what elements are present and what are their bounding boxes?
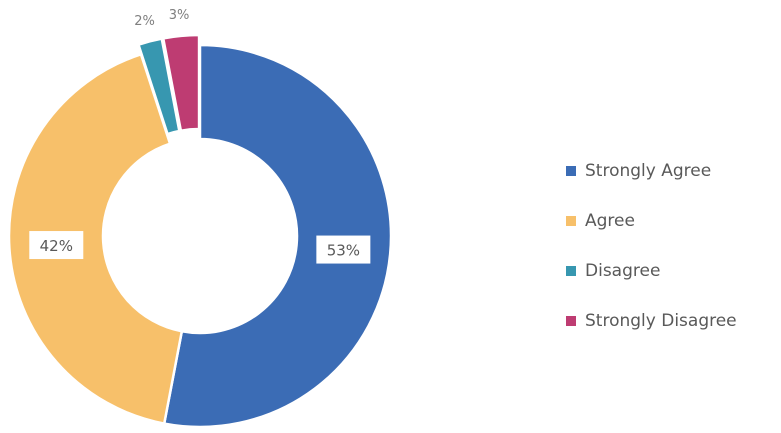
data-label-text: 42%	[40, 237, 73, 255]
legend-item-agree: Agree	[566, 196, 778, 246]
legend-swatch-agree	[566, 216, 576, 226]
data-label-strongly-agree: 53%	[316, 235, 371, 264]
chart-legend: Strongly Agree Agree Disagree Strongly D…	[566, 146, 778, 346]
legend-item-strongly-disagree: Strongly Disagree	[566, 296, 778, 346]
slice-agree	[7, 53, 184, 425]
data-label-text: 53%	[327, 242, 360, 260]
slice-strongly-disagree	[162, 33, 201, 133]
legend-item-disagree: Disagree	[566, 246, 778, 296]
legend-swatch-strongly-agree	[566, 166, 576, 176]
data-label-disagree: 2%	[134, 14, 155, 29]
data-label-box	[29, 231, 84, 260]
legend-label-disagree: Disagree	[585, 261, 661, 281]
slice-strongly-agree	[162, 43, 393, 429]
legend-item-strongly-agree: Strongly Agree	[566, 146, 778, 196]
legend-label-strongly-disagree: Strongly Disagree	[585, 311, 737, 331]
legend-swatch-strongly-disagree	[566, 316, 576, 326]
data-label-box	[316, 235, 371, 264]
data-label-agree: 42%	[29, 231, 84, 260]
data-label-strongly-disagree: 3%	[169, 8, 190, 23]
legend-label-agree: Agree	[585, 211, 635, 231]
legend-swatch-disagree	[566, 266, 576, 276]
legend-label-strongly-agree: Strongly Agree	[585, 161, 712, 181]
slice-disagree	[137, 37, 181, 136]
